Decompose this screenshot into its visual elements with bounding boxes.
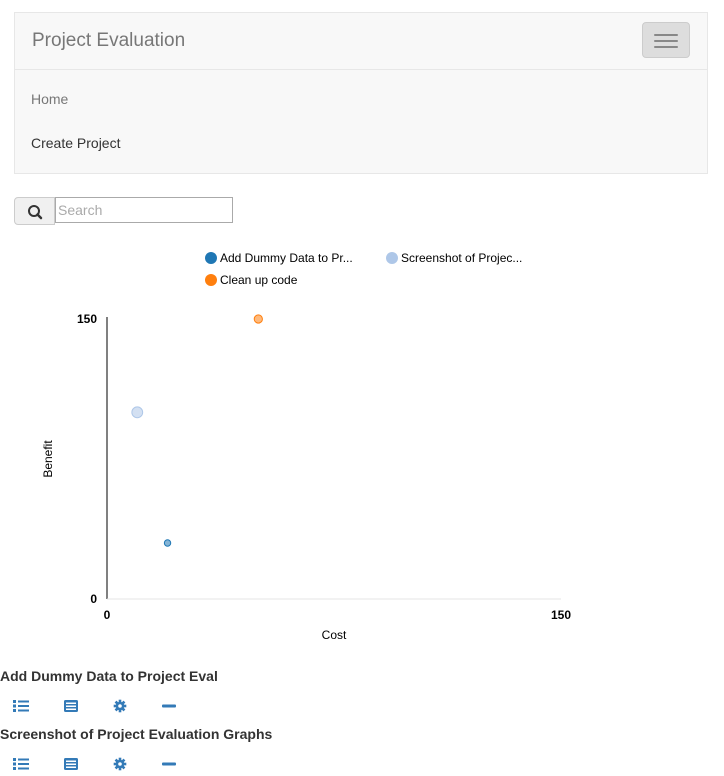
legend-item[interactable]: Clean up code xyxy=(205,273,298,287)
hamburger-icon xyxy=(654,34,678,36)
brand-title[interactable]: Project Evaluation xyxy=(32,30,186,51)
navbar-header: Project Evaluation xyxy=(15,13,707,70)
scatter-point[interactable] xyxy=(163,539,172,547)
hamburger-icon-bar xyxy=(654,46,678,48)
legend-swatch xyxy=(205,274,217,286)
legend-item[interactable]: Screenshot of Projec... xyxy=(386,251,522,265)
list-icon[interactable] xyxy=(12,757,30,771)
scatter-chart: Add Dummy Data to Pr... Screenshot of Pro… xyxy=(41,251,571,642)
chart-legend: Add Dummy Data to Pr... Screenshot of Pro… xyxy=(205,251,522,287)
navbar-toggle-button[interactable] xyxy=(642,22,690,58)
nav-item-home[interactable]: Home xyxy=(31,91,69,107)
legend-label: Screenshot of Projec... xyxy=(401,251,522,265)
project-title: Screenshot of Project Evaluation Graphs xyxy=(0,726,273,742)
nav-item-create-project[interactable]: Create Project xyxy=(31,135,121,151)
legend-label: Clean up code xyxy=(220,273,298,287)
search-icon xyxy=(28,205,43,220)
details-icon[interactable] xyxy=(62,757,80,771)
project-title: Add Dummy Data to Project Eval xyxy=(0,668,218,684)
list-icon[interactable] xyxy=(12,699,30,713)
x-tick-label: 150 xyxy=(551,608,571,622)
y-tick-label: 0 xyxy=(90,592,97,606)
hamburger-icon-bar xyxy=(654,40,678,42)
legend-item[interactable]: Add Dummy Data to Pr... xyxy=(205,251,353,265)
legend-swatch xyxy=(205,252,217,264)
y-tick-label: 150 xyxy=(77,312,97,326)
search-button[interactable] xyxy=(14,197,55,225)
details-icon[interactable] xyxy=(62,699,80,713)
gear-icon[interactable] xyxy=(111,699,129,713)
chart-axes: 0 150 0 150 Cost Benefit xyxy=(41,312,571,642)
scatter-point[interactable] xyxy=(253,314,263,324)
minus-icon[interactable] xyxy=(160,757,178,771)
x-tick-label: 0 xyxy=(104,608,111,622)
scatter-point[interactable] xyxy=(131,406,144,419)
x-axis-label: Cost xyxy=(322,628,347,642)
minus-icon[interactable] xyxy=(160,699,178,713)
chart-points xyxy=(131,314,263,547)
y-axis-label: Benefit xyxy=(41,440,55,478)
gear-icon[interactable] xyxy=(111,757,129,771)
search-input[interactable] xyxy=(55,197,233,223)
navbar: Project Evaluation Home Create Project xyxy=(14,12,708,174)
legend-swatch xyxy=(386,252,398,264)
legend-label: Add Dummy Data to Pr... xyxy=(220,251,353,265)
